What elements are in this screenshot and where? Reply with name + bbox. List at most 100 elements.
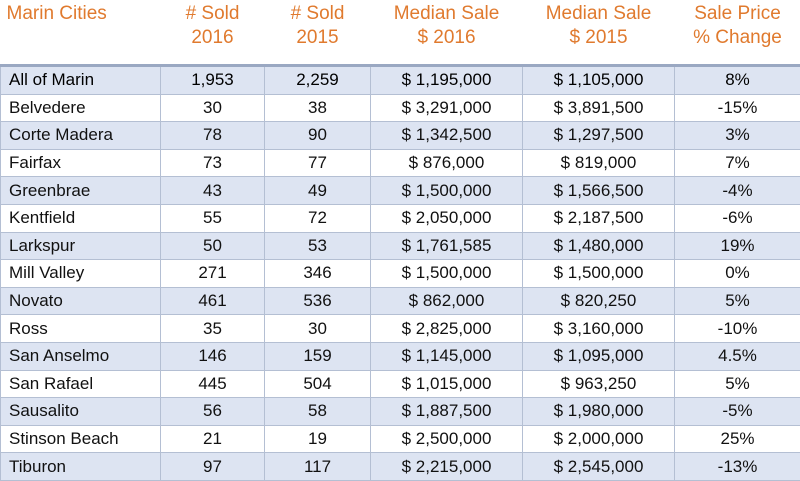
city-cell: Belvedere [1, 94, 161, 122]
median-2016-cell: $ 1,015,000 [371, 370, 523, 398]
sold-2015-cell: 536 [265, 287, 371, 315]
sold-2016-cell: 56 [161, 398, 265, 426]
median-2016-cell: $ 876,000 [371, 149, 523, 177]
sold-2015-cell: 2,259 [265, 66, 371, 95]
sold-2015-cell: 77 [265, 149, 371, 177]
city-cell: Mill Valley [1, 260, 161, 288]
header-row: Marin Cities # Sold 2016 # Sold 2015 Med… [1, 0, 800, 66]
change-cell: -4% [675, 177, 800, 205]
header-line: # Sold [269, 2, 367, 26]
change-cell: -5% [675, 398, 800, 426]
city-cell: Corte Madera [1, 122, 161, 150]
sold-2016-cell: 461 [161, 287, 265, 315]
header-price-change: Sale Price % Change [675, 0, 800, 66]
header-line: # Sold [165, 2, 261, 26]
sold-2015-cell: 30 [265, 315, 371, 343]
change-cell: -6% [675, 204, 800, 232]
sold-2015-cell: 346 [265, 260, 371, 288]
city-cell: Kentfield [1, 204, 161, 232]
city-cell: San Anselmo [1, 342, 161, 370]
sales-table-container: Marin Cities # Sold 2016 # Sold 2015 Med… [0, 0, 800, 463]
median-2016-cell: $ 1,500,000 [371, 177, 523, 205]
sold-2015-cell: 49 [265, 177, 371, 205]
header-sold-2016: # Sold 2016 [161, 0, 265, 66]
sold-2016-cell: 35 [161, 315, 265, 343]
sold-2016-cell: 43 [161, 177, 265, 205]
median-2015-cell: $ 3,160,000 [523, 315, 675, 343]
sold-2016-cell: 146 [161, 342, 265, 370]
sold-2016-cell: 1,953 [161, 66, 265, 95]
median-2015-cell: $ 819,000 [523, 149, 675, 177]
change-cell: 25% [675, 425, 800, 453]
sold-2015-cell: 72 [265, 204, 371, 232]
city-cell: Greenbrae [1, 177, 161, 205]
city-cell: Larkspur [1, 232, 161, 260]
header-line: Marin Cities [7, 2, 157, 26]
median-2016-cell: $ 1,761,585 [371, 232, 523, 260]
change-cell: -13% [675, 453, 800, 481]
city-cell: Fairfax [1, 149, 161, 177]
median-2016-cell: $ 1,195,000 [371, 66, 523, 95]
median-2015-cell: $ 963,250 [523, 370, 675, 398]
sold-2016-cell: 445 [161, 370, 265, 398]
median-2015-cell: $ 2,000,000 [523, 425, 675, 453]
median-2016-cell: $ 862,000 [371, 287, 523, 315]
median-2016-cell: $ 2,215,000 [371, 453, 523, 481]
sold-2016-cell: 271 [161, 260, 265, 288]
change-cell: 8% [675, 66, 800, 95]
city-cell: Tiburon [1, 453, 161, 481]
median-2016-cell: $ 2,050,000 [371, 204, 523, 232]
change-cell: 5% [675, 370, 800, 398]
sold-2015-cell: 19 [265, 425, 371, 453]
city-cell: San Rafael [1, 370, 161, 398]
header-line: % Change [679, 26, 797, 50]
median-2016-cell: $ 1,145,000 [371, 342, 523, 370]
sold-2016-cell: 50 [161, 232, 265, 260]
sold-2016-cell: 73 [161, 149, 265, 177]
change-cell: 4.5% [675, 342, 800, 370]
change-cell: 3% [675, 122, 800, 150]
sold-2016-cell: 55 [161, 204, 265, 232]
median-2016-cell: $ 2,500,000 [371, 425, 523, 453]
median-2015-cell: $ 1,980,000 [523, 398, 675, 426]
table-header: Marin Cities # Sold 2016 # Sold 2015 Med… [1, 0, 800, 66]
change-cell: 0% [675, 260, 800, 288]
sold-2016-cell: 97 [161, 453, 265, 481]
median-2015-cell: $ 3,891,500 [523, 94, 675, 122]
median-2015-cell: $ 1,566,500 [523, 177, 675, 205]
median-2016-cell: $ 1,887,500 [371, 398, 523, 426]
change-cell: 19% [675, 232, 800, 260]
median-2015-cell: $ 820,250 [523, 287, 675, 315]
header-line: $ 2016 [375, 26, 519, 50]
median-2016-cell: $ 2,825,000 [371, 315, 523, 343]
header-line: 2015 [269, 26, 367, 50]
median-2015-cell: $ 1,105,000 [523, 66, 675, 95]
change-cell: 5% [675, 287, 800, 315]
header-line: Median Sale [527, 2, 671, 26]
city-cell: Novato [1, 287, 161, 315]
city-cell: All of Marin [1, 66, 161, 95]
median-2016-cell: $ 3,291,000 [371, 94, 523, 122]
sold-2015-cell: 159 [265, 342, 371, 370]
sold-2015-cell: 38 [265, 94, 371, 122]
header-line: Median Sale [375, 2, 519, 26]
change-cell: -10% [675, 315, 800, 343]
sold-2016-cell: 78 [161, 122, 265, 150]
header-line: 2016 [165, 26, 261, 50]
median-2016-cell: $ 1,500,000 [371, 260, 523, 288]
median-2015-cell: $ 2,187,500 [523, 204, 675, 232]
header-marin-cities: Marin Cities [1, 0, 161, 66]
city-cell: Sausalito [1, 398, 161, 426]
median-2015-cell: $ 1,297,500 [523, 122, 675, 150]
